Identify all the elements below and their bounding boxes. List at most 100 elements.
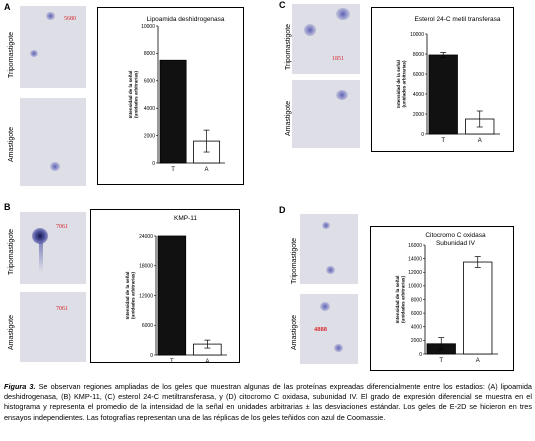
gel-image-a-tripomastigote: 5680 (20, 6, 86, 88)
y-axis-label-line: Intensidad de la señal (396, 60, 401, 108)
bar-T (157, 235, 187, 356)
spot-number: 5680 (64, 16, 76, 22)
y-tick-label: 0 (152, 161, 155, 167)
protein-spot (334, 344, 343, 352)
y-axis-label: Intensidad de la señal(unidades arbitrar… (125, 272, 136, 320)
chart-title: KMP-11 (174, 215, 197, 222)
chart-kmp-11: KMP-11 Intensidad de la señal(unidades ar… (90, 209, 240, 363)
chart-svg-b: KMP-11 Intensidad de la señal(unidades ar… (125, 215, 227, 362)
y-axis-label-line: (unidades arbitrarias) (402, 60, 407, 107)
chart-title: Lipoamida deshidrogenasa (146, 16, 224, 23)
caption-label: Figura 3. (4, 382, 36, 391)
x-tick-label: A (476, 358, 480, 364)
gel-image-c-tripomastigote: 1851 (292, 4, 360, 74)
chart-title: Esterol 24-C metil transferasa (415, 16, 501, 23)
y-axis-label: Intensidad de la señal(unidades arbitrar… (396, 60, 407, 108)
protein-streak (39, 242, 43, 272)
gel-image-c-amastigote (292, 80, 360, 148)
y-tick-label: 14000 (408, 256, 422, 262)
gel-image-a-amastigote (20, 98, 86, 186)
y-tick-label: 12000 (139, 293, 153, 299)
y-tick-label: 2000 (411, 338, 422, 344)
gel-image-b-amastigote: 7061 (20, 292, 86, 362)
row-label-amastigote-b: Amastigote (8, 314, 15, 350)
y-tick-label: 8000 (413, 52, 424, 58)
y-tick-label: 4000 (413, 92, 424, 98)
y-tick-label: 0 (150, 353, 153, 359)
y-tick-label: 2000 (144, 133, 155, 139)
row-label-amastigote-c: Amastigote (285, 100, 292, 136)
y-tick-label: 2000 (413, 112, 424, 118)
protein-spot (320, 302, 330, 311)
bar-A (463, 261, 493, 355)
y-tick-label: 10000 (410, 32, 424, 38)
gel-image-b-tripomastigote: 7061 (20, 212, 86, 284)
y-tick-label: 0 (419, 352, 422, 358)
y-tick-label: 6000 (142, 323, 153, 329)
y-tick-label: 8000 (144, 51, 155, 57)
protein-spot (46, 12, 55, 20)
row-label-tripomastigote-a: Tripomastigote (8, 31, 15, 78)
chart-citocromo-c-oxidasa: Citocromo C oxidasa Subunidad IV Intensida… (370, 226, 514, 371)
chart-svg-a: Lipoamida deshidrogenasa Intensidad de la… (128, 16, 225, 173)
chart-esterol-24c-metil-transferasa: Esterol 24-C metil transferasa Intensidad… (371, 7, 514, 152)
y-axis-label-line: Intensidad de la señal (125, 272, 130, 320)
y-tick-label: 12000 (408, 270, 422, 276)
y-tick-label: 24000 (139, 234, 153, 240)
y-axis-label-line: Intensidad de la señal (395, 276, 400, 324)
panel-letter-a: A (4, 2, 11, 12)
y-tick-label: 18000 (139, 264, 153, 270)
y-tick-label: 6000 (411, 311, 422, 317)
protein-spot (30, 50, 38, 57)
protein-spot (32, 228, 48, 244)
x-tick-label: A (205, 167, 209, 173)
row-label-tripomastigote-d: Tripomastigote (291, 237, 298, 284)
x-tick-label: T (441, 138, 445, 144)
panel-letter-b: B (4, 202, 11, 212)
x-tick-label: T (170, 359, 174, 362)
x-tick-label: T (171, 167, 175, 173)
spot-number: 7061 (56, 306, 68, 312)
y-axis-label-line: (unidades arbitrarias) (134, 71, 139, 118)
caption-text: Se observan regiones ampliadas de los ge… (4, 382, 532, 422)
y-axis-label: Intensidad de la señal(unidades arbitrar… (395, 276, 406, 324)
protein-spot (322, 222, 330, 229)
bar-T (159, 59, 187, 164)
figure-caption: Figura 3. Se observan regiones ampliadas… (4, 382, 532, 423)
y-tick-label: 10000 (408, 284, 422, 290)
spot-number: 4888 (314, 326, 327, 333)
y-tick-label: 10000 (141, 24, 155, 30)
protein-spot (50, 162, 60, 171)
y-axis-label-line: Intensidad de la señal (128, 71, 133, 119)
bar-T (428, 54, 458, 135)
row-label-tripomastigote-b: Tripomastigote (8, 228, 15, 275)
y-tick-label: 16000 (408, 243, 422, 249)
protein-spot (326, 266, 335, 274)
chart-title: Citocromo C oxidasa (425, 232, 486, 239)
panel-letter-d: D (279, 205, 286, 215)
chart-svg-c: Esterol 24-C metil transferasa Intensidad… (396, 16, 501, 144)
y-tick-label: 4000 (411, 325, 422, 331)
y-tick-label: 0 (421, 132, 424, 138)
y-axis-label: Intensidad de la señal(unidades arbitrar… (128, 71, 139, 119)
protein-spot (336, 90, 348, 100)
chart-lipoamida-deshidrogenasa: Lipoamida deshidrogenasa Intensidad de la… (97, 7, 244, 185)
protein-spot (336, 8, 350, 20)
x-tick-label: A (205, 359, 209, 362)
y-tick-label: 6000 (413, 72, 424, 78)
spot-number: 7061 (56, 224, 68, 230)
y-tick-label: 6000 (144, 79, 155, 85)
x-tick-label: A (478, 138, 482, 144)
gel-image-d-amastigote: 4888 (300, 294, 358, 364)
row-label-amastigote-d: Amastigote (291, 314, 298, 350)
gel-image-d-tripomastigote (300, 214, 358, 284)
y-tick-label: 4000 (144, 106, 155, 112)
row-label-tripomastigote-c: Tripomastigote (285, 23, 292, 70)
row-label-amastigote-a: Amastigote (8, 126, 15, 162)
y-axis-label-line: (unidades arbitrarias) (131, 272, 136, 319)
chart-title: Subunidad IV (436, 240, 476, 247)
y-tick-label: 8000 (411, 297, 422, 303)
x-tick-label: T (439, 358, 443, 364)
panel-letter-c: C (279, 0, 286, 10)
